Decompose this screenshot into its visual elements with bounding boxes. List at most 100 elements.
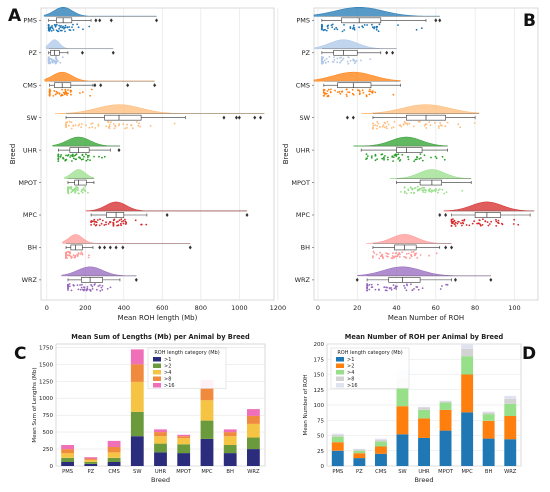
data-point: [58, 93, 61, 95]
data-point: [409, 254, 412, 256]
legend-label: >2: [347, 364, 354, 370]
y-tick-label: MPOT: [291, 179, 310, 187]
data-point: [68, 254, 70, 257]
data-point: [375, 26, 378, 29]
data-point: [394, 255, 397, 258]
data-point: [345, 93, 348, 96]
x-tick-label: MPOT: [176, 469, 192, 475]
data-point: [107, 223, 110, 225]
data-point: [352, 26, 355, 29]
data-point: [66, 254, 69, 256]
data-point: [371, 92, 374, 94]
bar-segment: [331, 433, 344, 435]
data-point: [387, 255, 389, 258]
data-point: [82, 28, 84, 31]
data-point: [140, 223, 143, 226]
bar-segment: [84, 458, 98, 460]
data-point: [403, 120, 406, 123]
data-point: [378, 257, 381, 260]
data-point: [415, 156, 418, 158]
data-point: [486, 221, 489, 224]
bar-segment: [504, 416, 517, 440]
data-point: [52, 29, 55, 31]
chart-title: Mean Number of ROH per Animal by Breed: [345, 333, 504, 341]
data-point: [366, 289, 368, 292]
y-tick-label: PMS: [23, 17, 37, 25]
data-point: [374, 124, 376, 126]
data-point: [66, 251, 68, 254]
data-point: [86, 288, 88, 291]
data-point: [74, 256, 76, 259]
data-point: [97, 123, 100, 126]
data-point: [413, 191, 416, 194]
data-point: [340, 60, 342, 62]
outlier-marker: [438, 212, 442, 217]
data-point: [88, 25, 91, 28]
data-point: [437, 189, 440, 192]
data-point: [72, 157, 75, 160]
y-axis-label: Mean Number of ROH: [303, 375, 309, 436]
data-point: [377, 122, 380, 125]
data-point: [393, 154, 396, 157]
outlier-marker: [94, 18, 98, 23]
data-point: [339, 61, 341, 64]
data-point: [392, 160, 394, 163]
data-point: [79, 157, 82, 160]
y-tick-label: PMS: [296, 17, 310, 25]
y-tick-label: 125: [314, 388, 325, 394]
data-point: [105, 223, 107, 226]
y-axis-label: Mean Sum of Lengths (Mb): [32, 367, 38, 442]
data-point: [417, 188, 419, 191]
data-point: [386, 286, 388, 289]
data-point: [96, 288, 98, 291]
bar-segment: [439, 400, 452, 402]
outlier-marker: [222, 115, 226, 120]
y-tick-label: 500: [43, 430, 54, 436]
data-point: [478, 219, 481, 221]
data-point: [391, 156, 394, 158]
data-point: [439, 122, 441, 124]
data-point: [425, 127, 428, 129]
data-point: [80, 126, 83, 129]
outlier-marker: [253, 115, 257, 120]
data-point: [378, 23, 381, 26]
data-point: [56, 30, 59, 33]
data-point: [76, 23, 79, 26]
data-point: [56, 92, 59, 94]
outlier-marker: [126, 83, 130, 88]
data-point: [55, 55, 57, 58]
data-point: [473, 122, 476, 124]
data-point: [383, 286, 386, 289]
x-axis-label: Mean Number of ROH: [388, 314, 464, 322]
data-point: [69, 156, 72, 158]
data-point: [322, 89, 325, 92]
data-point: [385, 252, 388, 255]
data-point: [89, 159, 91, 162]
data-point: [63, 26, 66, 29]
bar-segment: [247, 415, 260, 424]
data-point: [103, 224, 106, 226]
data-point: [62, 157, 64, 160]
data-point: [376, 120, 379, 123]
chart-title: Mean Sum of Lengths (Mb) per Animal by B…: [71, 333, 250, 341]
data-point: [325, 29, 328, 32]
data-point: [409, 186, 412, 189]
y-tick-label: 200: [314, 342, 325, 348]
data-point: [365, 158, 367, 161]
x-tick-label: CMS: [375, 469, 386, 475]
legend-swatch: [336, 370, 344, 375]
density-cloud: [360, 104, 480, 114]
data-point: [52, 95, 55, 97]
bar-segment: [177, 434, 191, 437]
data-point: [473, 220, 475, 223]
data-point: [443, 192, 446, 195]
data-point: [437, 191, 439, 194]
data-point: [81, 189, 83, 192]
data-point: [68, 29, 71, 31]
data-point: [348, 91, 351, 94]
data-point: [405, 289, 408, 292]
data-point: [84, 189, 87, 192]
y-tick-label: MPOT: [18, 179, 37, 187]
data-point: [77, 187, 79, 189]
data-point: [50, 30, 53, 32]
